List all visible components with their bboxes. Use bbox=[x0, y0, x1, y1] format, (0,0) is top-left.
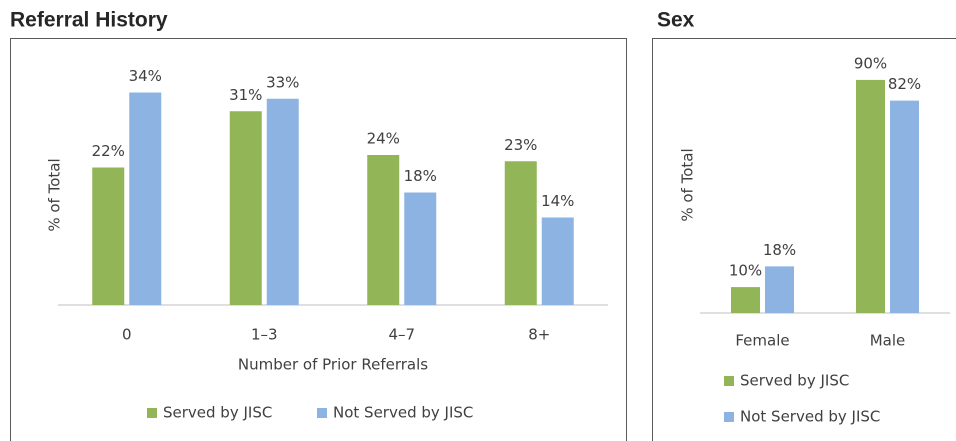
data-label: 14% bbox=[541, 192, 574, 210]
data-label: 24% bbox=[367, 130, 400, 148]
data-label: 33% bbox=[266, 73, 299, 91]
bar bbox=[92, 167, 125, 305]
bar bbox=[367, 155, 400, 305]
x-tick-label: 0 bbox=[122, 326, 132, 344]
y-axis-title: % of Total bbox=[679, 148, 697, 221]
bar bbox=[129, 92, 162, 305]
x-tick-label: Female bbox=[735, 332, 789, 350]
bar bbox=[266, 98, 299, 305]
x-tick-label: 4–7 bbox=[388, 326, 415, 344]
legend-label: Served by JISC bbox=[740, 372, 849, 390]
data-label: 31% bbox=[229, 86, 262, 104]
data-label: 34% bbox=[129, 67, 162, 85]
legend-label: Served by JISC bbox=[163, 404, 272, 422]
bar bbox=[731, 287, 760, 313]
x-tick-label: Male bbox=[870, 332, 906, 350]
chart-title: Sex bbox=[657, 9, 695, 32]
bar bbox=[504, 161, 537, 305]
x-tick-label: 8+ bbox=[528, 326, 550, 344]
bar bbox=[404, 192, 437, 305]
legend-swatch bbox=[724, 412, 734, 422]
legend-label: Not Served by JISC bbox=[333, 404, 473, 422]
legend-swatch bbox=[147, 408, 157, 418]
data-label: 18% bbox=[763, 241, 796, 259]
data-label: 10% bbox=[729, 262, 762, 280]
bar bbox=[541, 217, 574, 305]
bar bbox=[229, 111, 262, 305]
y-axis-title: % of Total bbox=[46, 158, 64, 231]
legend-swatch bbox=[724, 376, 734, 386]
chart-title: Referral History bbox=[10, 9, 168, 32]
x-tick-label: 1–3 bbox=[251, 326, 278, 344]
bar bbox=[856, 79, 885, 314]
panel-frame bbox=[10, 38, 627, 441]
bar bbox=[890, 100, 919, 314]
data-label: 22% bbox=[92, 142, 125, 160]
data-label: 18% bbox=[404, 167, 437, 185]
legend-swatch bbox=[317, 408, 327, 418]
panel-frame bbox=[652, 38, 956, 441]
data-label: 23% bbox=[504, 136, 537, 154]
bar bbox=[765, 266, 794, 313]
data-label: 82% bbox=[888, 75, 921, 93]
x-axis-title: Number of Prior Referrals bbox=[238, 356, 428, 374]
data-label: 90% bbox=[854, 54, 887, 72]
legend-label: Not Served by JISC bbox=[740, 408, 880, 426]
